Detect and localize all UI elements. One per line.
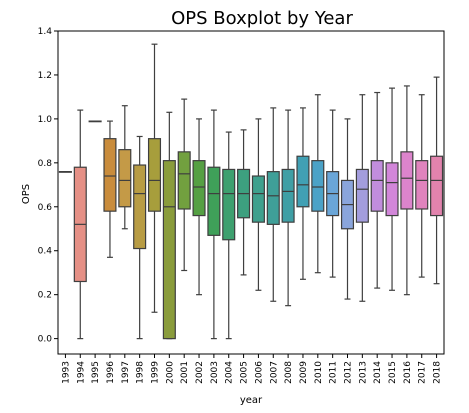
y-tick-label: 1.2 — [38, 71, 52, 81]
x-tick-label: 2009 — [299, 361, 309, 384]
box-2013 — [355, 168, 369, 223]
x-tick-label: 1995 — [91, 361, 101, 384]
box-1997 — [118, 149, 132, 208]
x-tick-label: 2006 — [254, 361, 264, 384]
box-2003 — [207, 166, 221, 236]
x-tick-label: 1999 — [151, 361, 161, 384]
x-tick-label: 2001 — [180, 361, 190, 384]
x-tick-label: 2011 — [329, 361, 339, 384]
y-tick-label: 0.4 — [38, 247, 53, 257]
x-tick-label: 2004 — [225, 361, 235, 384]
x-tick-label: 2002 — [195, 361, 205, 384]
x-tick-label: 2018 — [433, 361, 443, 384]
plot-frame — [57, 30, 445, 355]
chart-title: OPS Boxplot by Year — [171, 8, 353, 29]
y-axis-label: OPS — [21, 184, 32, 204]
x-tick-label: 1997 — [121, 361, 131, 384]
x-tick-label: 2015 — [388, 361, 398, 384]
x-axis-label: year — [240, 395, 263, 406]
box-2007 — [266, 171, 280, 225]
box-1999 — [147, 138, 162, 212]
box-2015 — [385, 162, 399, 217]
box-2000 — [162, 160, 176, 340]
box-2006 — [251, 175, 265, 223]
box-2017 — [415, 160, 429, 210]
x-tick-label: 2016 — [403, 361, 413, 384]
box-2014 — [370, 160, 384, 212]
x-tick-label: 2003 — [210, 361, 220, 384]
x-tick-label: 1994 — [76, 361, 86, 384]
plot-area: 0.0 0.2 0.4 0.6 0.8 1.0 1.2 1.4 1993 1994 1995 1996… — [38, 27, 444, 384]
y-tick-label: 0.8 — [38, 159, 53, 169]
y-tick-label: 1.4 — [38, 27, 53, 37]
box-2001 — [177, 151, 191, 210]
box-2010 — [311, 160, 325, 212]
x-tick-label: 2005 — [240, 361, 250, 384]
box-2004 — [222, 168, 236, 241]
x-tick-label: 2013 — [358, 361, 368, 384]
x-tick-label: 1993 — [61, 361, 71, 384]
box-1998 — [133, 164, 147, 250]
x-tick-label: 1998 — [136, 361, 146, 384]
box-2008 — [281, 168, 295, 223]
y-tick-label: 1.0 — [38, 115, 53, 125]
box-2009 — [296, 155, 310, 208]
x-tick-label: 2008 — [284, 361, 294, 384]
y-tick-label: 0.2 — [38, 291, 52, 301]
box-2016 — [400, 151, 414, 210]
x-tick-label: 2012 — [344, 361, 354, 384]
box-2018 — [430, 155, 444, 217]
x-tick-label: 2017 — [418, 361, 428, 384]
x-tick-label: 2000 — [165, 361, 175, 384]
box-2002 — [192, 160, 206, 217]
x-tick-label: 1996 — [106, 361, 116, 384]
x-tick-label: 2014 — [373, 361, 383, 384]
y-tick-label: 0.6 — [38, 203, 53, 213]
box-1996 — [103, 138, 117, 212]
x-tick-label: 2007 — [269, 361, 279, 384]
x-tick-label: 2010 — [314, 361, 324, 384]
y-tick-label: 0.0 — [38, 335, 53, 345]
